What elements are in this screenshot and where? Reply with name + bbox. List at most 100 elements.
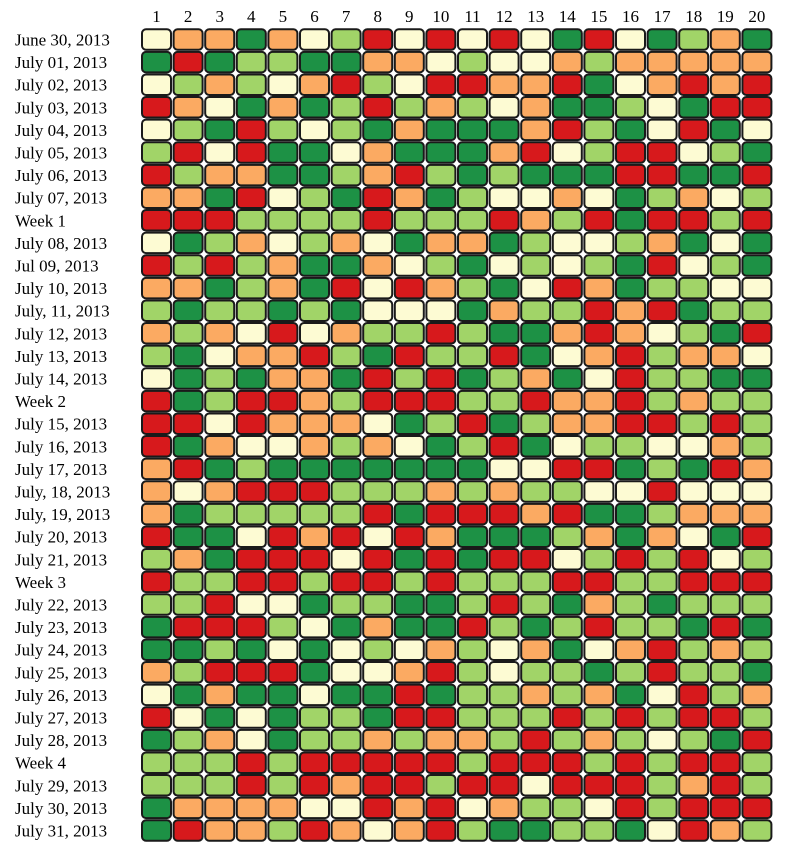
heatmap-cell — [362, 751, 394, 774]
column-label: 10 — [432, 7, 449, 26]
heatmap-cell — [141, 209, 172, 232]
heatmap-cell — [709, 322, 741, 345]
heatmap-cell — [520, 525, 552, 548]
heatmap-cell — [741, 96, 773, 119]
heatmap-cell — [172, 457, 204, 481]
column-label: 19 — [717, 7, 734, 26]
row-label: July 21, 2013 — [15, 550, 107, 569]
heatmap-cell — [583, 570, 615, 594]
heatmap-cell — [615, 412, 646, 435]
heatmap-cell — [709, 73, 741, 96]
heatmap-cell — [172, 367, 204, 390]
heatmap-cell — [393, 96, 425, 119]
heatmap-cell — [425, 50, 457, 74]
heatmap-cell — [615, 209, 646, 232]
heatmap-cell — [267, 73, 299, 96]
heatmap-cell — [425, 819, 457, 842]
heatmap-cell — [393, 502, 425, 526]
heatmap-cell — [204, 299, 236, 322]
heatmap-cell — [488, 480, 520, 503]
heatmap-cell — [267, 231, 299, 255]
heatmap-cell — [204, 706, 236, 729]
heatmap-cell — [457, 728, 488, 752]
row-label: July 13, 2013 — [15, 347, 107, 366]
heatmap-cell — [393, 276, 425, 300]
heatmap-cell — [678, 457, 710, 481]
heatmap-cell — [488, 231, 520, 255]
heatmap-cell — [520, 276, 552, 300]
heatmap-cell — [457, 593, 488, 616]
heatmap-cell — [709, 141, 741, 164]
heatmap-cell — [709, 819, 741, 842]
heatmap-cell — [267, 254, 299, 277]
heatmap-cell — [488, 322, 520, 345]
heatmap-cell — [267, 796, 299, 820]
heatmap-cell — [141, 231, 172, 255]
heatmap-cell — [678, 570, 710, 594]
heatmap-cell — [551, 706, 583, 729]
heatmap-cell — [204, 254, 236, 277]
heatmap-cell — [709, 525, 741, 548]
heatmap-cell — [235, 502, 267, 526]
heatmap-cell — [520, 751, 552, 774]
heatmap-cell — [551, 796, 583, 820]
heatmap-cell — [362, 593, 394, 616]
heatmap-cell — [393, 163, 425, 187]
heatmap-cell — [141, 141, 172, 164]
heatmap-cell — [299, 706, 330, 729]
heatmap-cell — [172, 480, 204, 503]
heatmap-cell — [520, 661, 552, 684]
heatmap-cell — [425, 593, 457, 616]
heatmap-cell — [678, 525, 710, 548]
heatmap-cell — [551, 344, 583, 368]
heatmap-cell — [425, 548, 457, 571]
heatmap-cell — [393, 141, 425, 164]
heatmap-cell — [267, 50, 299, 74]
heatmap-cell — [235, 28, 267, 51]
heatmap-cell — [551, 141, 583, 164]
heatmap-cell — [583, 457, 615, 481]
heatmap-cell — [488, 615, 520, 639]
heatmap-cells — [141, 28, 773, 842]
heatmap-cell — [235, 163, 267, 187]
heatmap-cell — [141, 367, 172, 390]
heatmap-cell — [267, 661, 299, 684]
column-label: 20 — [748, 7, 765, 26]
heatmap-cell — [393, 661, 425, 684]
row-label: July 16, 2013 — [15, 437, 107, 456]
row-label: Week 1 — [15, 211, 66, 230]
heatmap-cell — [204, 480, 236, 503]
heatmap-cell — [425, 344, 457, 368]
heatmap-cell — [141, 163, 172, 187]
heatmap-cell — [393, 525, 425, 548]
heatmap-cell — [615, 615, 646, 639]
heatmap-cell — [678, 299, 710, 322]
heatmap-cell — [615, 819, 646, 842]
heatmap-cell — [172, 344, 204, 368]
heatmap-cell — [235, 322, 267, 345]
heatmap-cell — [204, 548, 236, 571]
heatmap-cell — [551, 276, 583, 300]
heatmap-cell — [583, 322, 615, 345]
heatmap-cell — [551, 774, 583, 797]
heatmap-cell — [172, 276, 204, 300]
heatmap-cell — [741, 570, 773, 594]
heatmap-cell — [520, 299, 552, 322]
row-label: July, 19, 2013 — [15, 505, 110, 524]
heatmap-cell — [488, 141, 520, 164]
heatmap-cell — [678, 774, 710, 797]
heatmap-cell — [583, 751, 615, 774]
heatmap-cell — [646, 728, 678, 752]
row-label: July 05, 2013 — [15, 144, 107, 163]
heatmap-cell — [235, 661, 267, 684]
heatmap-cell — [330, 774, 362, 797]
heatmap-cell — [741, 638, 773, 661]
row-label: July 22, 2013 — [15, 596, 107, 615]
heatmap-cell — [646, 706, 678, 729]
heatmap-cell — [299, 819, 330, 842]
heatmap-cell — [172, 231, 204, 255]
heatmap-cell — [583, 412, 615, 435]
heatmap-cell — [488, 525, 520, 548]
heatmap-cell — [488, 28, 520, 51]
heatmap-cell — [330, 276, 362, 300]
